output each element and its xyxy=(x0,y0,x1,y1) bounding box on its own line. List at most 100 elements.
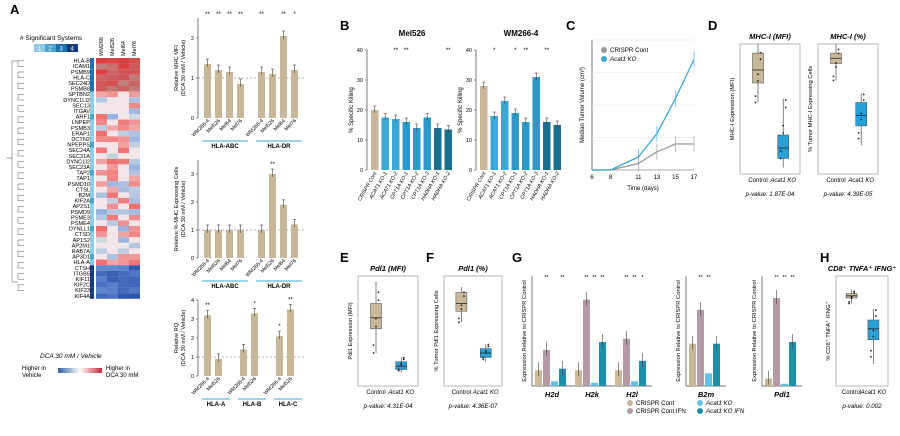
heatmap-cell xyxy=(129,63,140,70)
heatmap-cell xyxy=(107,198,118,204)
bar xyxy=(522,122,530,170)
data-point xyxy=(837,48,840,51)
heatmap-legend-title: DCA 30 mM / Vehicle xyxy=(40,353,102,360)
significance-star: ** xyxy=(523,48,528,54)
heatmap-cell xyxy=(118,125,129,131)
heatmap-cell xyxy=(96,170,107,176)
legend-left-label: Vehicle xyxy=(22,373,42,379)
bar xyxy=(381,117,389,170)
heatmap-cell xyxy=(96,114,107,120)
d-mfi-y-label: MHC-I Expression (MFI) xyxy=(730,78,736,141)
heatmap-cell xyxy=(107,209,118,215)
heatmap-sig-cell xyxy=(90,108,94,114)
bar xyxy=(291,224,298,258)
data-point xyxy=(853,290,855,293)
heatmap-cell xyxy=(129,74,140,81)
data-point xyxy=(872,335,875,338)
legend-marker xyxy=(697,400,703,406)
significance-star: ** xyxy=(227,12,232,18)
heatmap-gene-label: HLA-B xyxy=(74,59,91,65)
data-point xyxy=(850,295,853,298)
heatmap-cell xyxy=(96,287,107,294)
panel-letter-b: B xyxy=(340,18,349,33)
f-pdl1-frame xyxy=(443,275,503,387)
heatmap-cell xyxy=(118,102,129,109)
heatmap-cell xyxy=(118,203,129,210)
heatmap-cell xyxy=(96,220,107,226)
heatmap-cell xyxy=(129,265,140,271)
heatmap-sig-cell xyxy=(90,186,94,193)
heatmap-cell xyxy=(118,270,129,277)
data-point xyxy=(870,355,872,358)
y-tick-label: 0 xyxy=(360,168,363,174)
data-point xyxy=(460,304,463,307)
heatmap-gene-label: SEC31A xyxy=(69,154,91,160)
significance-star: * xyxy=(493,48,496,54)
bar xyxy=(639,360,646,386)
heatmap-gene-label: SPTBN2 xyxy=(68,92,90,98)
x-tick-label: Control xyxy=(842,390,861,396)
heatmap-sig-cell xyxy=(90,265,94,271)
y-tick-label: 0 xyxy=(191,116,194,122)
heatmap-cell xyxy=(129,147,140,154)
heatmap-cell xyxy=(107,108,118,114)
bar xyxy=(204,315,211,376)
heatmap-cell xyxy=(129,214,140,221)
heatmap-gene-label: DYNLL1 xyxy=(69,227,90,233)
heatmap-sig-cell xyxy=(90,136,94,142)
heatmap-cell xyxy=(96,214,107,221)
heatmap-column-label: WM266 xyxy=(99,37,105,56)
bar xyxy=(697,309,704,386)
heatmap-cell xyxy=(129,192,140,198)
heatmap-column-label: Mel526 xyxy=(110,38,116,56)
y-tick-label: 1 xyxy=(191,228,194,234)
bar xyxy=(511,113,519,170)
heatmap-cell xyxy=(118,181,129,187)
heatmap-cell xyxy=(129,259,140,266)
heatmap-cell xyxy=(129,80,140,86)
bar xyxy=(591,382,598,386)
bar xyxy=(789,342,796,386)
data-point xyxy=(754,95,757,97)
data-point xyxy=(484,350,487,352)
legend-marker xyxy=(601,56,607,62)
f-pdl1-title: Pdl1 (%) xyxy=(458,264,488,273)
heatmap-cell xyxy=(118,86,129,92)
heatmap-gene-label: KIF4A xyxy=(74,294,90,300)
heatmap-cell xyxy=(96,276,107,282)
heatmap-sig-cell xyxy=(90,114,94,120)
data-point xyxy=(832,75,835,78)
heatmap-cell xyxy=(107,287,118,294)
heatmap-cell xyxy=(96,130,107,137)
heatmap-cell xyxy=(129,186,140,193)
x-tick-label: Control xyxy=(452,390,471,396)
bar xyxy=(553,125,561,170)
bar xyxy=(204,230,211,258)
dendrogram xyxy=(6,60,24,291)
data-point xyxy=(848,301,850,303)
group-label: HLA-C xyxy=(279,402,298,408)
heatmap-sig-cell xyxy=(90,203,94,210)
heatmap-cell xyxy=(107,58,118,64)
heatmap-gene-label: ICAM1 xyxy=(73,64,90,70)
heatmap-cell xyxy=(118,175,129,182)
heatmap-sig-cell xyxy=(90,158,94,165)
heatmap-cell xyxy=(107,214,118,221)
heatmap-gene-label: SEC13 xyxy=(72,103,90,109)
heatmap-gene-label: DYNC1I2 xyxy=(66,159,90,165)
heatmap-cell xyxy=(96,164,107,170)
heatmap-cell xyxy=(107,226,118,232)
bar xyxy=(402,122,410,170)
significance-star: ** xyxy=(205,303,210,309)
heatmap-cell xyxy=(129,254,140,260)
heatmap-gene-label: KIF11 xyxy=(75,277,90,283)
data-point xyxy=(400,362,403,365)
heatmap-cell xyxy=(129,91,140,98)
data-point xyxy=(782,132,785,134)
heatmap-cell xyxy=(129,287,140,294)
bar xyxy=(631,381,638,386)
bar xyxy=(490,116,498,170)
data-point xyxy=(872,329,875,332)
heatmap-cell xyxy=(96,198,107,204)
heatmap-cell xyxy=(96,192,107,198)
